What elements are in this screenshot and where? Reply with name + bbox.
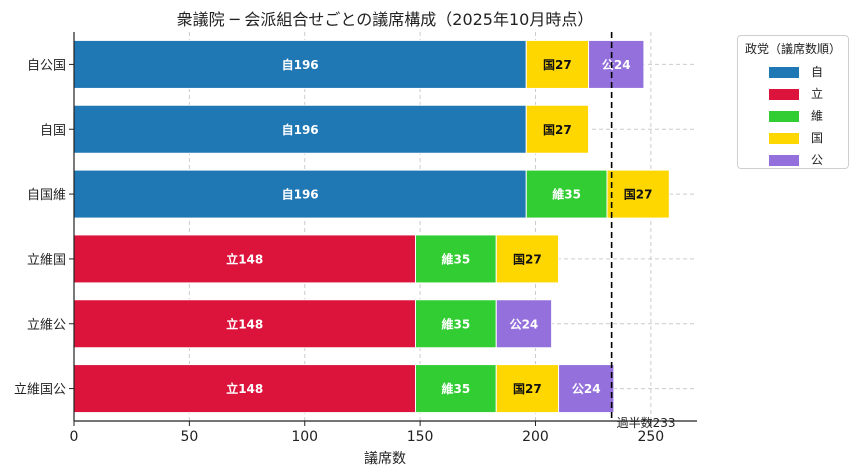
- legend-label: 自: [811, 65, 824, 79]
- bar-segment-label: 自196: [282, 57, 319, 72]
- legend: 政党（議席数順） 自立維国公: [737, 35, 849, 169]
- legend-label: 公: [811, 153, 824, 167]
- x-tick-label: 250: [637, 429, 664, 445]
- bar-segment-label: 維35: [442, 381, 471, 396]
- bar-segment: [73, 39, 527, 89]
- bar-segment: [73, 169, 527, 219]
- bar-segment-label: 国27: [543, 58, 572, 72]
- y-tick-label: 立維国: [27, 253, 66, 268]
- x-tick-label: 150: [407, 429, 434, 445]
- x-tick-label: 50: [180, 429, 198, 445]
- legend-item: 国: [738, 127, 848, 149]
- x-tick-label: 100: [291, 429, 318, 445]
- bars: 自196 国27 公24 自196 国27 自196 維35 国27 立148 維35 国27 立14…: [73, 39, 670, 414]
- bar-segment: [73, 299, 416, 349]
- legend-item: 維: [738, 105, 848, 127]
- bar-segment-label: 立148: [226, 381, 263, 396]
- legend-swatch: [769, 89, 799, 100]
- grid-lines: [74, 32, 697, 421]
- bar-segment: [495, 299, 553, 349]
- legend-title: 政党（議席数順）: [744, 42, 841, 56]
- majority-reference: 過半数233: [610, 32, 676, 430]
- x-tick-label: 200: [522, 429, 549, 445]
- legend-swatch: [769, 133, 799, 144]
- bar-segment-label: 国27: [543, 123, 572, 137]
- bar-segment-label: 立148: [226, 316, 263, 331]
- bar-segment: [73, 364, 416, 414]
- bar-segment-label: 立148: [226, 251, 263, 266]
- bar-segment: [414, 364, 497, 414]
- legend-items: 自立維国公: [738, 61, 848, 171]
- legend-label: 立: [811, 87, 824, 101]
- legend-item: 立: [738, 83, 848, 105]
- bar-segment: [588, 39, 645, 89]
- bar-segment-label: 自196: [282, 122, 319, 137]
- y-tick-label: 自国: [40, 123, 66, 138]
- chart-title: 衆議院 ─ 会派組合せごとの議席構成（2025年10月時点）: [176, 10, 594, 29]
- y-tick-label: 立維国公: [14, 383, 66, 398]
- legend-label: 維: [811, 109, 824, 123]
- bar-segment-label: 国27: [624, 188, 653, 202]
- bar-segment: [606, 169, 670, 219]
- bar-segment-label: 維35: [442, 316, 471, 331]
- bar-segment: [495, 364, 560, 414]
- bar-segment: [414, 234, 497, 284]
- bar-segment: [414, 299, 497, 349]
- y-tick-label: 立維公: [27, 318, 66, 333]
- bar-segment: [73, 104, 527, 154]
- bar-segment-label: 公24: [510, 317, 539, 331]
- bar-segment-label: 自196: [282, 187, 319, 202]
- legend-label: 国: [811, 131, 824, 145]
- bar-segment-label: 国27: [513, 382, 542, 396]
- bar-segment-label: 公24: [572, 382, 601, 396]
- bar-segment: [525, 39, 590, 89]
- majority-label: 過半数233: [617, 415, 676, 430]
- legend-item: 公: [738, 149, 848, 171]
- legend-swatch: [769, 155, 799, 166]
- bar-segment-label: 維35: [552, 187, 581, 202]
- bar-segment: [73, 234, 416, 284]
- bar-segment: [558, 364, 615, 414]
- bar-segment-label: 国27: [513, 252, 542, 266]
- x-tick-label: 0: [70, 429, 79, 445]
- x-axis-label: 議席数: [364, 450, 406, 467]
- bar-segment-label: 維35: [442, 251, 471, 266]
- legend-item: 自: [738, 61, 848, 83]
- bar-segment-label: 公24: [602, 58, 631, 72]
- legend-swatch: [769, 111, 799, 122]
- legend-swatch: [769, 67, 799, 78]
- y-tick-label: 自公国: [27, 58, 66, 73]
- bar-segment: [525, 169, 608, 219]
- bar-segment: [495, 234, 560, 284]
- bar-segment: [525, 104, 590, 154]
- y-tick-label: 自国維: [27, 188, 66, 203]
